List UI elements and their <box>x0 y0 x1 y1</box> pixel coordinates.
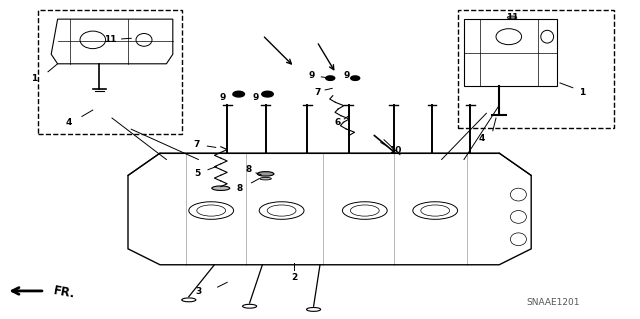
Text: 9: 9 <box>308 71 315 80</box>
Text: 1: 1 <box>31 74 37 83</box>
Text: 4: 4 <box>479 134 485 143</box>
Ellipse shape <box>260 177 271 180</box>
Text: 9: 9 <box>253 93 259 102</box>
Text: 9: 9 <box>220 93 226 102</box>
Text: 2: 2 <box>291 273 298 282</box>
Text: 7: 7 <box>193 140 200 149</box>
Text: 11: 11 <box>104 35 116 44</box>
Ellipse shape <box>507 16 517 19</box>
Circle shape <box>326 76 335 80</box>
Text: 9: 9 <box>344 71 350 80</box>
Text: 6: 6 <box>335 118 341 127</box>
Circle shape <box>233 91 244 97</box>
Ellipse shape <box>257 172 274 176</box>
Text: 1: 1 <box>579 88 586 97</box>
Text: 11: 11 <box>506 13 518 22</box>
Text: 7: 7 <box>314 88 321 97</box>
Text: 10: 10 <box>389 146 402 155</box>
Ellipse shape <box>212 186 230 190</box>
Text: 3: 3 <box>195 287 202 296</box>
Text: 5: 5 <box>194 169 200 178</box>
Text: 8: 8 <box>245 165 252 174</box>
Text: FR.: FR. <box>52 285 76 301</box>
Text: 8: 8 <box>237 184 243 193</box>
Circle shape <box>351 76 360 80</box>
Text: SNAAE1201: SNAAE1201 <box>527 298 580 307</box>
Circle shape <box>262 91 273 97</box>
Text: 4: 4 <box>66 118 72 127</box>
